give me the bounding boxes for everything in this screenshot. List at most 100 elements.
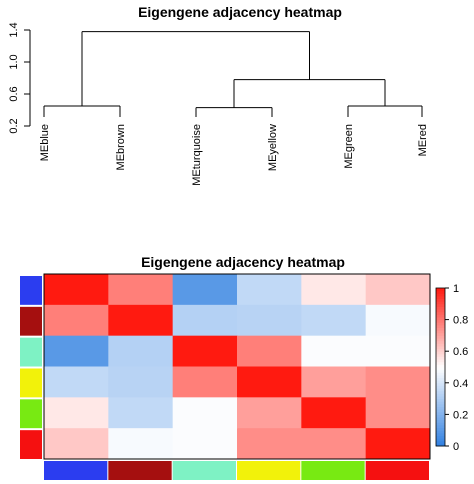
column-module-color bbox=[108, 461, 172, 480]
heatmap-frame bbox=[43, 273, 431, 460]
colorbar-segment bbox=[436, 419, 445, 423]
colorbar-segment bbox=[436, 409, 445, 413]
dendrogram-leaf-labels: MEblue MEbrown MEturquoise MEyellow MEgreen M… bbox=[39, 124, 429, 186]
colorbar-tick-label: 0 bbox=[453, 441, 459, 453]
colorbar-segment bbox=[436, 327, 445, 331]
heatmap-cell bbox=[365, 335, 431, 367]
colorbar-segment bbox=[436, 406, 445, 410]
colorbar-segment bbox=[436, 356, 445, 360]
colorbar-segment bbox=[436, 440, 445, 444]
dendrogram-y-tick-label: 1.0 bbox=[8, 54, 20, 69]
colorbar-tick-label: 0.8 bbox=[453, 315, 468, 327]
heatmap-cell bbox=[301, 304, 367, 337]
colorbar-segment bbox=[436, 369, 445, 373]
row-module-color bbox=[20, 430, 42, 459]
colorbar-segment bbox=[436, 293, 445, 297]
heatmap-cell bbox=[108, 428, 174, 460]
dendrogram-y-axis: 0.2 0.6 1.0 1.4 bbox=[8, 22, 31, 134]
colorbar-segment bbox=[436, 298, 445, 302]
row-module-color bbox=[20, 368, 42, 398]
colorbar-frame bbox=[435, 287, 446, 447]
dendrogram-panel: Eigengene adjacency heatmap 0.2 0.6 1.0 1.4… bbox=[8, 4, 429, 186]
colorbar-tick-label: 0.2 bbox=[453, 409, 468, 421]
dendrogram-leaf-label: MEbrown bbox=[115, 124, 127, 170]
colorbar-segment bbox=[436, 290, 445, 294]
heatmap-cell bbox=[237, 335, 302, 367]
column-module-color bbox=[365, 461, 429, 480]
colorbar-tick-label: 0.4 bbox=[453, 378, 468, 390]
colorbar: 0 0.2 0.4 0.6 0.8 1 bbox=[435, 283, 468, 453]
dendrogram-title: Eigengene adjacency heatmap bbox=[138, 4, 342, 20]
heatmap-cell bbox=[365, 397, 431, 429]
heatmap-cell bbox=[237, 366, 302, 398]
heatmap-cell bbox=[365, 304, 431, 337]
row-module-color bbox=[20, 399, 42, 429]
heatmap-cell bbox=[301, 335, 367, 367]
heatmap-cell bbox=[365, 428, 431, 460]
colorbar-segment bbox=[436, 345, 445, 350]
colorbar-segment bbox=[436, 332, 445, 336]
heatmap-cell bbox=[172, 397, 238, 429]
column-module-color bbox=[172, 461, 236, 480]
colorbar-tick-label: 1 bbox=[453, 283, 459, 295]
dendrogram-leaf-label: MEgreen bbox=[343, 124, 355, 169]
column-module-color bbox=[301, 461, 365, 480]
colorbar-segment bbox=[436, 417, 445, 421]
colorbar-segment bbox=[436, 427, 445, 431]
colorbar-segment bbox=[436, 311, 445, 315]
colorbar-segment bbox=[436, 435, 445, 439]
colorbar-segment bbox=[436, 319, 445, 323]
colorbar-tick-label: 0.6 bbox=[453, 346, 468, 358]
colorbar-segment bbox=[436, 295, 445, 300]
colorbar-segment bbox=[436, 398, 445, 402]
heatmap-column-color-bar bbox=[44, 461, 429, 480]
heatmap-cell bbox=[365, 366, 431, 398]
heatmap-cell bbox=[172, 366, 238, 398]
heatmap-cell bbox=[108, 304, 174, 337]
colorbar-segment bbox=[436, 388, 445, 392]
colorbar-segment bbox=[436, 348, 445, 352]
row-module-color bbox=[20, 276, 42, 305]
dendrogram-y-tick-label: 0.6 bbox=[8, 86, 20, 101]
column-module-color bbox=[237, 461, 301, 480]
colorbar-segment bbox=[436, 361, 445, 365]
colorbar-segment bbox=[436, 432, 445, 436]
heatmap-cell bbox=[44, 335, 109, 367]
heatmap-cell bbox=[301, 274, 367, 306]
heatmap-cell bbox=[108, 274, 174, 306]
colorbar-segment bbox=[436, 390, 445, 394]
dendrogram-y-tick-label: 1.4 bbox=[8, 22, 20, 37]
heatmap-row-color-bar bbox=[20, 276, 42, 459]
heatmap-cell bbox=[301, 428, 367, 460]
heatmap-cell bbox=[301, 397, 367, 429]
colorbar-segment bbox=[436, 364, 445, 368]
colorbar-segment bbox=[436, 411, 445, 415]
heatmap-cell bbox=[237, 304, 302, 337]
heatmap-cell bbox=[172, 335, 238, 367]
colorbar-segment bbox=[436, 422, 445, 426]
colorbar-segment bbox=[436, 301, 445, 305]
colorbar-segment bbox=[436, 385, 445, 389]
colorbar-segment bbox=[436, 306, 445, 310]
heatmap-cell bbox=[237, 428, 302, 460]
colorbar-segment bbox=[436, 353, 445, 357]
colorbar-segment bbox=[436, 395, 445, 400]
heatmap-cell bbox=[44, 366, 109, 398]
row-module-color bbox=[20, 337, 42, 367]
colorbar-segment bbox=[436, 424, 445, 429]
heatmap-cell bbox=[237, 397, 302, 429]
colorbar-segment bbox=[436, 382, 445, 386]
heatmap-cell bbox=[172, 304, 238, 337]
colorbar-segment bbox=[436, 316, 445, 321]
colorbar-segment bbox=[436, 414, 445, 418]
heatmap-cells bbox=[44, 274, 431, 460]
dendrogram-links bbox=[43, 31, 423, 117]
dendrogram-leaf-label: MEturquoise bbox=[191, 124, 203, 186]
dendrogram-leaf-label: MEred bbox=[417, 124, 429, 156]
colorbar-segment bbox=[436, 438, 445, 442]
colorbar-segment bbox=[436, 324, 445, 328]
colorbar-segment bbox=[436, 303, 445, 307]
colorbar-segment bbox=[436, 430, 445, 434]
colorbar-segment bbox=[436, 322, 445, 326]
heatmap-cell bbox=[44, 274, 109, 306]
